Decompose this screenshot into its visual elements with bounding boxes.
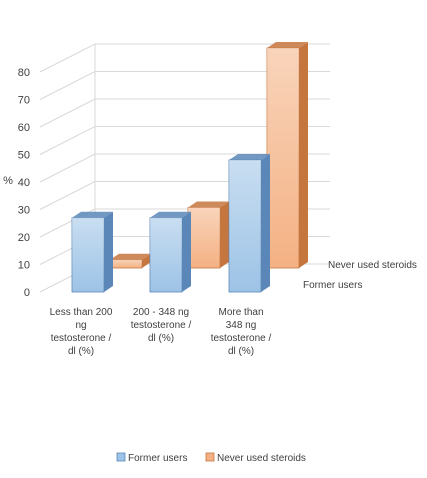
- bar-former-users-0: [71, 211, 113, 293]
- bars: [71, 42, 308, 293]
- bar-side: [220, 201, 229, 268]
- bar-highlight: [110, 259, 142, 268]
- bar-side: [261, 154, 270, 292]
- y-tick-label: 60: [18, 122, 30, 134]
- depth-axis-label-front: Former users: [303, 280, 362, 291]
- y-tick-label: 10: [18, 260, 30, 272]
- bar-top: [229, 154, 270, 160]
- bar-side: [299, 42, 308, 268]
- bar-side: [142, 253, 151, 268]
- y-tick-label: 80: [18, 67, 30, 79]
- bar-never-used-0: [109, 253, 151, 269]
- legend-swatch-never-used: [205, 452, 215, 462]
- legend-swatch-former-users: [116, 452, 126, 462]
- bar-top: [72, 211, 113, 218]
- x-tick-label: Less than 200 ng testosterone / dl (%): [50, 307, 113, 357]
- x-tick-label: 200 - 348 ng testosterone / dl (%): [131, 307, 192, 344]
- y-tick-label: 40: [18, 177, 30, 189]
- bar-top: [110, 253, 151, 260]
- bar-top: [267, 42, 308, 48]
- y-tick-label: 0: [24, 287, 30, 299]
- bar-highlight: [267, 48, 299, 268]
- bar-highlight: [188, 207, 220, 268]
- y-tick-label: 50: [18, 150, 30, 162]
- bar-top: [188, 201, 229, 208]
- bar-former-users-1: [149, 211, 191, 293]
- x-axis-labels: Less than 200 ng testosterone / dl (%) 200 -…: [50, 307, 272, 357]
- bar-highlight: [229, 160, 261, 292]
- depth-axis-label-back: Never used steroids: [328, 260, 417, 271]
- y-axis-label: %: [3, 175, 13, 187]
- legend-label-former-users: Former users: [128, 453, 187, 464]
- bar-highlight: [150, 217, 182, 292]
- y-tick-label: 30: [18, 205, 30, 217]
- bar-side: [104, 211, 113, 292]
- bar-highlight: [72, 217, 104, 292]
- bar-never-used-2: [266, 42, 308, 269]
- y-tick-label: 20: [18, 232, 30, 244]
- y-axis-ticks: 0 10 20 30 40 50 60 70 80: [18, 67, 30, 299]
- bar-former-users-2: [228, 154, 270, 293]
- bar-never-used-1: [187, 201, 229, 269]
- bar-side: [182, 211, 191, 292]
- bar-top: [150, 211, 191, 218]
- chart-grid: [39, 43, 330, 293]
- legend: Former users Never used steroids: [116, 452, 306, 464]
- y-tick-label: 70: [18, 95, 30, 107]
- x-tick-label: More than 348 ng testosterone / dl (%): [211, 307, 272, 357]
- legend-label-never-used: Never used steroids: [217, 453, 306, 464]
